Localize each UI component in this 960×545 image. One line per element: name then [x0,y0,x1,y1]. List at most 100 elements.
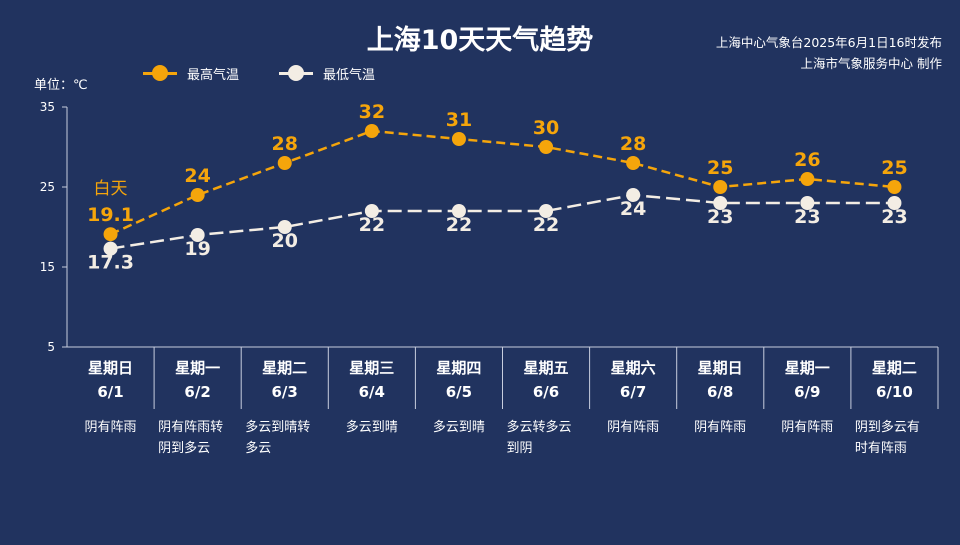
weather-description-line: 多云转多云 [506,420,572,435]
weather-description-line: 多云到晴 [345,420,398,435]
x-tick-label: 6/5 [445,383,473,401]
daytime-annotation: 白天 [94,179,128,199]
high-temp-point [539,140,554,154]
weather-description: 多云到晴 [328,417,415,438]
weather-description-line: 多云到晴 [432,420,485,435]
low-temp-point [103,241,118,256]
low-temp-label: 20 [272,230,298,252]
weekday-label: 星期一 [175,359,221,377]
low-temp-label: 19 [184,238,210,260]
legend-label-low: 最低气温 [323,67,376,83]
high-temp-line [110,129,895,236]
weather-description: 多云转多云 到阴 [503,417,590,459]
low-temp-label: 23 [794,206,820,228]
high-temp-label: 28 [620,133,646,155]
y-tick-label: 15 [40,260,55,274]
low-temp-point [364,204,379,218]
day-column: 星期四 6/5 多云到晴 [415,347,502,438]
high-temp-label: 30 [533,117,559,139]
weather-description-line: 到阴 [506,441,533,456]
x-tick-label: 6/4 [358,383,385,401]
low-temp-label: 22 [446,214,472,236]
chart-title: 上海10天天气趋势 [366,25,594,56]
high-temp-point [800,172,815,186]
weekday-label: 星期五 [523,359,569,377]
high-temp-label: 24 [184,165,210,187]
weather-description-line: 阴有阵雨转 [158,420,224,435]
high-temp-point [190,188,205,202]
weekday-label: 星期二 [871,359,917,377]
low-temp-line [110,193,895,250]
high-temp-point [103,227,118,242]
weather-description-line: 时有阵雨 [854,441,907,456]
low-temp-point [887,196,902,210]
day-column: 星期一 6/2 阴有阵雨转阴到多云 [154,347,241,459]
high-temp-label: 19.1 [87,204,134,226]
day-column: 星期日 6/1 阴有阵雨 [67,347,154,438]
weather-description: 阴到多云有 时有阵雨 [851,417,938,459]
high-temp-label: 26 [794,149,820,171]
weather-description-line: 阴到多云有 [854,420,920,435]
low-temp-label: 23 [707,206,733,228]
weather-description: 阴有阵雨转 阴到多云 [154,417,241,459]
high-temp-label: 25 [881,157,907,179]
legend-swatch-low [279,63,314,83]
low-temp-point [451,204,466,218]
weather-description: 阴有阵雨 [67,417,154,438]
weather-description-line: 阴有阵雨 [694,420,747,435]
low-temp-point [277,220,292,234]
x-tick-label: 6/3 [271,383,298,401]
weather-description-line: 阴到多云 [158,441,211,456]
low-temp-point [626,188,641,202]
weather-description: 阴有阵雨 [590,417,677,438]
weekday-label: 星期四 [436,359,482,377]
x-tick-label: 6/7 [619,383,647,401]
weekday-label: 星期日 [697,359,743,377]
weekday-label: 星期日 [87,359,133,377]
x-tick-label: 6/10 [875,383,913,401]
day-column: 星期日 6/8 阴有阵雨 [677,347,764,438]
weather-description: 多云到晴 [415,417,502,438]
high-temp-point [451,132,466,146]
weekday-label: 星期一 [784,359,830,377]
weather-description-line: 阴有阵雨 [84,420,137,435]
y-tick-label: 25 [40,180,55,194]
low-temp-point [190,228,205,242]
weekday-label: 星期三 [349,359,395,377]
day-column: 星期二 6/3 多云到晴转 多云 [241,347,328,459]
x-tick-label: 6/2 [184,383,211,401]
high-temp-point [713,180,728,194]
high-temp-point [364,124,379,138]
weekday-label: 星期六 [610,359,656,377]
legend-label-high: 最高气温 [187,67,240,83]
weather-description-line: 多云 [245,441,272,456]
legend-item-low: 最低气温 [279,63,375,83]
weekday-label: 星期二 [262,359,308,377]
x-tick-label: 6/1 [97,383,124,401]
high-temp-label: 25 [707,157,733,179]
source-line-1: 上海中心气象台2025年6月1日16时发布 [715,35,942,50]
day-column: 星期三 6/4 多云到晴 [328,347,415,438]
high-temp-point [277,156,292,170]
high-temp-point [626,156,641,170]
day-column: 星期二 6/10 阴到多云有时有阵雨 [851,347,938,459]
low-temp-label: 23 [881,206,907,228]
legend-swatch-high [143,63,177,83]
high-temp-label: 28 [272,133,298,155]
source-info: 上海中心气象台2025年6月1日16时发布 上海市气象服务中心 制作 [716,32,942,74]
weather-description-line: 阴有阵雨 [781,420,834,435]
high-temp-point [887,180,902,194]
y-axis-unit-label: 单位：℃ [34,78,88,93]
weather-description: 阴有阵雨 [677,417,764,438]
low-temp-label: 22 [533,214,559,236]
low-temp-label: 24 [620,198,646,220]
y-tick-label: 5 [47,340,55,354]
x-tick-label: 6/9 [794,383,821,401]
low-temp-point [539,204,554,218]
x-tick-label: 6/8 [707,383,734,401]
x-tick-label: 6/6 [532,383,560,401]
chart-legend: 最高气温 最低气温 [143,63,415,83]
source-line-2: 上海市气象服务中心 制作 [800,56,942,71]
y-tick-label: 35 [40,100,55,114]
